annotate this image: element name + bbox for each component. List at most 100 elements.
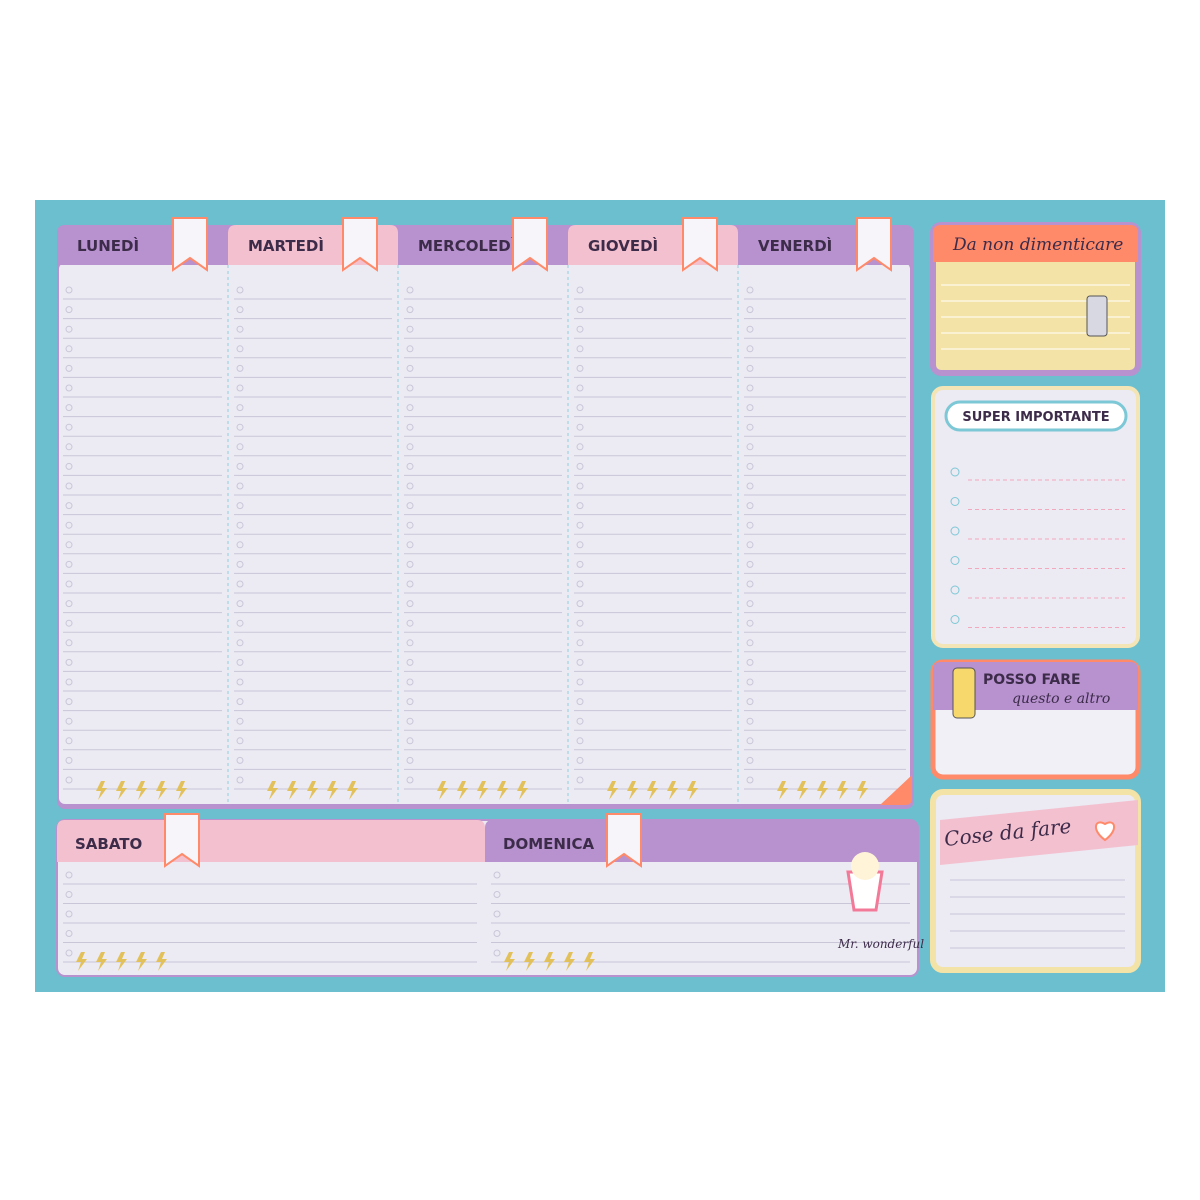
checkbox [950,585,960,595]
checkbox [236,423,244,431]
checkbox [950,497,960,506]
checkbox [576,443,584,451]
important-title: SUPER IMPORTANTE [962,410,1109,425]
checkbox [746,423,754,431]
reminder-title: Da non dimenticare [952,235,1123,255]
popcorn-top [851,852,879,880]
checkbox [65,325,73,333]
checkbox [406,443,414,451]
checkbox [236,580,244,588]
checkbox [406,776,414,784]
checkbox [576,482,584,490]
checkbox [406,678,414,686]
checkbox [406,404,414,412]
bolt-icon [76,952,87,971]
checkbox [236,384,244,392]
checkbox [406,541,414,549]
checkbox [65,737,73,745]
bolt-icon [667,781,678,800]
bolt-icon [584,952,595,971]
bolt-icon [797,781,808,800]
day-label: VENERDÌ [758,236,832,255]
checkbox [65,286,73,294]
bolt-icon [817,781,828,800]
checkbox [576,345,584,353]
checkbox [236,404,244,412]
checkbox [493,910,501,918]
checkbox [746,678,754,686]
checkbox [576,580,584,588]
checkbox [406,345,414,353]
checkbox [65,384,73,392]
checkbox [746,521,754,529]
checkbox [65,776,73,784]
reminder-header [933,225,1138,262]
checkbox [406,286,414,294]
checkbox [746,717,754,725]
checkbox [746,325,754,333]
checkbox [746,756,754,764]
checkbox [576,776,584,784]
checkbox [65,541,73,549]
checkbox [746,639,754,647]
bolt-icon [96,952,107,971]
checkbox [746,286,754,294]
bolt-icon [437,781,448,800]
checkbox [746,619,754,627]
bookmark-tab [682,217,718,272]
important-pill [944,400,1128,432]
bolt-icon [116,781,127,800]
checkbox [406,521,414,529]
brand-logo: Mr. wonderful [837,937,924,951]
checkbox [65,345,73,353]
checkbox [576,462,584,470]
bolt-icon [116,952,127,971]
bolt-icon [627,781,638,800]
checkbox [236,698,244,706]
checkbox [746,600,754,608]
checkbox [65,521,73,529]
bolt-icon [524,952,535,971]
bookmark-tab [342,217,378,272]
checkbox [236,678,244,686]
checkbox [65,910,73,918]
checkbox [65,639,73,647]
week-panel [59,263,910,804]
checkbox [65,306,73,314]
checkbox [576,306,584,314]
pencil-icon [952,667,976,719]
checkbox [65,482,73,490]
checkbox [65,658,73,666]
checkbox [493,871,501,879]
checkbox [950,556,960,565]
checkbox [493,891,501,898]
bolt-icon [497,781,508,800]
checkbox [576,364,584,372]
checkbox [65,404,73,412]
checkbox [406,737,414,745]
weekend-label: DOMENICA [503,835,595,853]
checkbox [576,737,584,745]
checkbox [576,658,584,666]
checkbox [236,639,244,647]
checkbox [576,678,584,686]
bolt-icon [857,781,868,800]
checkbox [493,949,501,957]
checkbox [950,615,960,624]
checkbox [406,717,414,725]
checkbox [406,560,414,568]
checkbox [746,541,754,549]
checkbox [236,306,244,314]
checkbox [406,698,414,706]
day-label: MARTEDÌ [248,236,324,255]
bolt-icon [347,781,358,800]
can-do-header [933,662,1138,710]
day-label: MERCOLEDÌ [418,236,516,255]
checkbox [236,521,244,529]
checkbox [576,423,584,431]
bolt-icon [156,781,167,800]
bolt-icon [504,952,515,971]
bolt-icon [96,781,107,800]
checkbox [406,600,414,608]
